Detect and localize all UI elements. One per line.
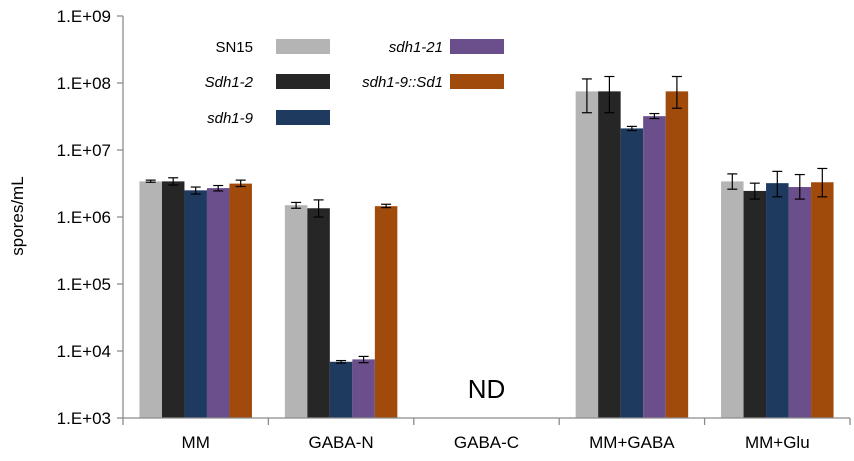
legend-label: sdh1-9	[207, 110, 254, 127]
error-bars-layer	[145, 75, 828, 364]
x-category-label: MM+GABA	[589, 433, 675, 452]
axes-layer: 1.E+03 1.E+04 1.E+05 1.E+06 1.E+07 1.E+08 1.E+…	[57, 7, 851, 452]
y-tick-label: 1.E+08	[57, 74, 111, 93]
bar	[643, 116, 666, 418]
bar	[184, 190, 207, 418]
bar	[284, 205, 308, 418]
bar	[229, 183, 252, 418]
bar	[598, 91, 621, 418]
legend-label: sdh1-21	[389, 39, 443, 56]
bars-layer	[139, 91, 834, 418]
y-tick-label: 1.E+06	[57, 208, 111, 227]
x-category-label: MM	[182, 433, 210, 452]
y-tick-label: 1.E+03	[57, 409, 111, 428]
x-category-label: GABA-N	[309, 433, 374, 452]
bar	[743, 190, 767, 418]
y-tick-label: 1.E+09	[57, 7, 111, 26]
x-category-label: GABA-C	[454, 433, 519, 452]
y-tick-label: 1.E+05	[57, 275, 111, 294]
bar	[575, 91, 599, 418]
bar	[352, 359, 375, 418]
y-tick-label: 1.E+04	[57, 342, 111, 361]
bar	[329, 361, 353, 418]
legend-swatch	[276, 74, 330, 89]
bar	[374, 206, 398, 418]
y-axis-title: spores/mL	[8, 176, 27, 255]
legend-swatch	[276, 39, 330, 54]
legend-swatch	[450, 74, 504, 89]
annotation-label: ND	[468, 374, 506, 404]
bar	[721, 181, 744, 418]
bar	[766, 183, 789, 418]
bar	[161, 181, 185, 418]
legend-swatch	[276, 110, 330, 125]
bar	[811, 182, 834, 418]
bar	[307, 208, 330, 418]
legend-label: Sdh1-2	[205, 74, 254, 91]
y-tick-label: 1.E+07	[57, 141, 111, 160]
x-category-label: MM+Glu	[745, 433, 810, 452]
bar	[788, 187, 812, 418]
legend-label: sdh1-9::Sd1	[362, 74, 443, 91]
bar	[206, 188, 230, 418]
legend-label: SN15	[215, 39, 253, 56]
bar	[139, 181, 162, 418]
bar	[620, 128, 644, 418]
legend-swatch	[450, 39, 504, 54]
bar	[665, 91, 689, 418]
